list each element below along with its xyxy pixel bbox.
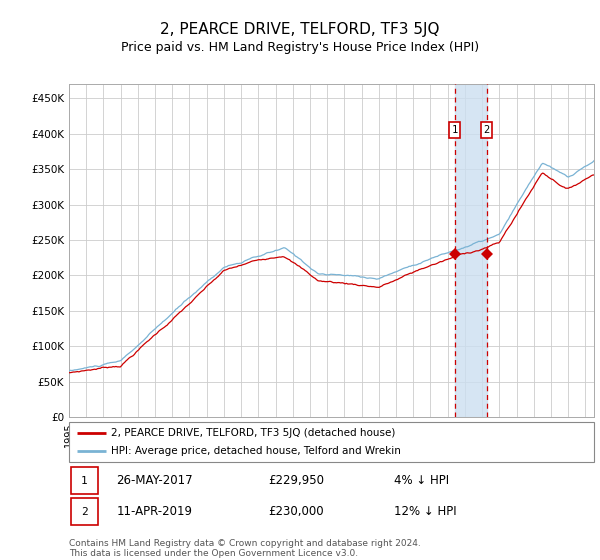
Text: 4% ↓ HPI: 4% ↓ HPI: [395, 474, 449, 487]
FancyBboxPatch shape: [71, 498, 98, 525]
Text: HPI: Average price, detached house, Telford and Wrekin: HPI: Average price, detached house, Telf…: [111, 446, 401, 456]
Text: 11-APR-2019: 11-APR-2019: [116, 505, 192, 518]
FancyBboxPatch shape: [69, 422, 594, 462]
Text: Contains HM Land Registry data © Crown copyright and database right 2024.: Contains HM Land Registry data © Crown c…: [69, 539, 421, 548]
Text: 2: 2: [81, 507, 88, 516]
Text: 1: 1: [81, 476, 88, 486]
Text: 2, PEARCE DRIVE, TELFORD, TF3 5JQ (detached house): 2, PEARCE DRIVE, TELFORD, TF3 5JQ (detac…: [111, 428, 395, 437]
Text: Price paid vs. HM Land Registry's House Price Index (HPI): Price paid vs. HM Land Registry's House …: [121, 40, 479, 54]
Text: £229,950: £229,950: [269, 474, 325, 487]
Text: 1: 1: [451, 125, 458, 135]
FancyBboxPatch shape: [71, 468, 98, 494]
Text: 26-MAY-2017: 26-MAY-2017: [116, 474, 193, 487]
Bar: [455, 84, 487, 417]
Text: 2, PEARCE DRIVE, TELFORD, TF3 5JQ: 2, PEARCE DRIVE, TELFORD, TF3 5JQ: [160, 22, 440, 36]
Text: 2: 2: [484, 125, 490, 135]
Text: 12% ↓ HPI: 12% ↓ HPI: [395, 505, 457, 518]
Text: This data is licensed under the Open Government Licence v3.0.: This data is licensed under the Open Gov…: [69, 549, 358, 558]
Text: £230,000: £230,000: [269, 505, 324, 518]
